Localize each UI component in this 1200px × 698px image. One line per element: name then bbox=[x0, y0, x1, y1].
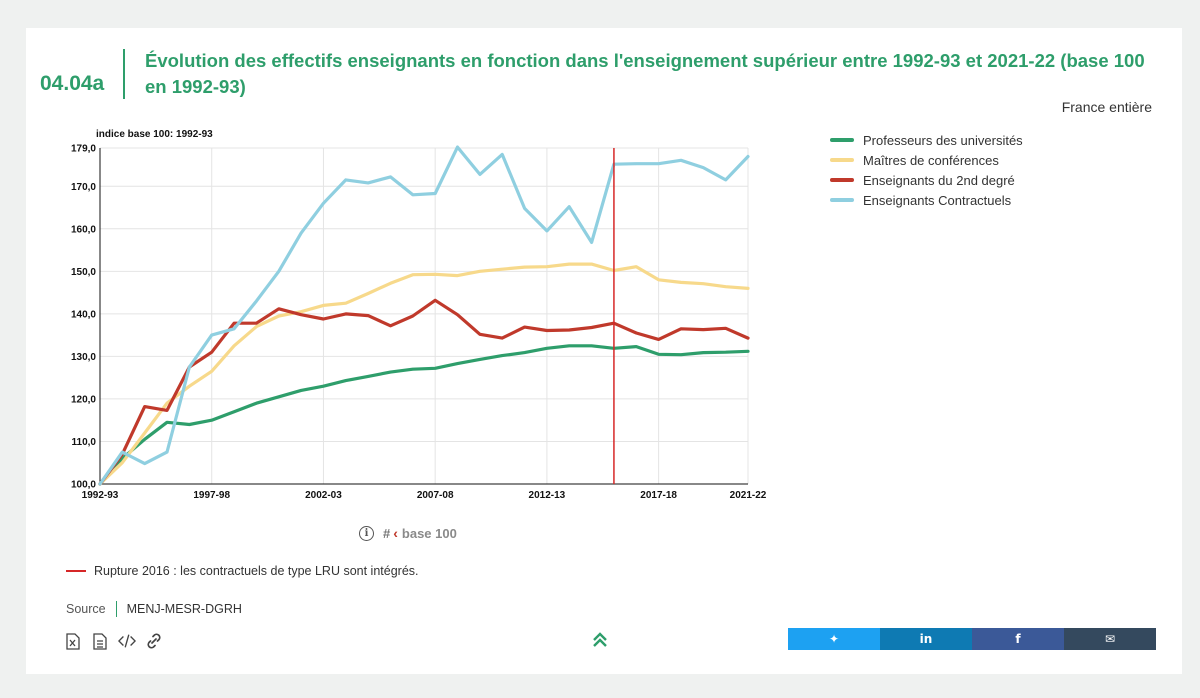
chart-controls: i # ‹ base 100 bbox=[359, 525, 457, 541]
legend-item[interactable]: Maîtres de conférences bbox=[830, 150, 1023, 170]
legend-swatch bbox=[830, 178, 854, 182]
hash-toggle[interactable]: # bbox=[383, 525, 391, 541]
break-line-swatch bbox=[66, 570, 86, 572]
source-row: Source MENJ-MESR-DGRH bbox=[66, 601, 242, 617]
legend-swatch bbox=[830, 158, 854, 162]
x-tick-label: 2012-13 bbox=[529, 490, 566, 501]
x-tick-label: 2017-18 bbox=[640, 490, 677, 501]
source-divider bbox=[115, 601, 117, 617]
x-tick-label: 1992-93 bbox=[82, 490, 119, 501]
y-tick-label: 140,0 bbox=[71, 309, 96, 320]
y-tick-label: 100,0 bbox=[71, 480, 96, 491]
source-label: Source bbox=[66, 602, 106, 616]
share-bar: ✦ in f ✉ bbox=[788, 628, 1156, 650]
x-tick-label: 1997-98 bbox=[193, 490, 230, 501]
linkedin-icon[interactable]: in bbox=[880, 628, 972, 650]
y-tick-label: 130,0 bbox=[71, 352, 96, 363]
facebook-icon[interactable]: f bbox=[972, 628, 1064, 650]
y-tick-label: 179,0 bbox=[71, 144, 96, 155]
legend-label: Enseignants Contractuels bbox=[863, 192, 1012, 208]
y-tick-label: 110,0 bbox=[72, 437, 97, 448]
y-tick-label: 120,0 bbox=[71, 394, 96, 405]
break-note: Rupture 2016 : les contractuels de type … bbox=[66, 564, 419, 578]
legend-label: Professeurs des universités bbox=[863, 132, 1023, 148]
legend-item[interactable]: Enseignants Contractuels bbox=[830, 190, 1023, 210]
base-100-toggle[interactable]: base 100 bbox=[401, 525, 457, 541]
info-icon[interactable]: i bbox=[359, 525, 374, 541]
scope-label: France entière bbox=[1061, 99, 1152, 115]
toolbar bbox=[64, 632, 163, 650]
series-line-3 bbox=[98, 298, 750, 486]
link-icon[interactable] bbox=[145, 632, 163, 650]
y-tick-label: 150,0 bbox=[71, 267, 96, 278]
y-tick-label: 160,0 bbox=[71, 224, 96, 235]
series-line-1 bbox=[98, 344, 750, 486]
series-line-2 bbox=[98, 262, 750, 486]
x-tick-label: 2002-03 bbox=[305, 490, 342, 501]
break-note-text: Rupture 2016 : les contractuels de type … bbox=[94, 564, 419, 578]
document-icon[interactable] bbox=[91, 632, 109, 650]
code-icon[interactable] bbox=[118, 632, 136, 650]
chevron-left-icon[interactable]: ‹ bbox=[393, 525, 398, 541]
line-chart: indice base 100: 1992-93 100,0 110,0 120,0 1… bbox=[71, 129, 767, 501]
source-value: MENJ-MESR-DGRH bbox=[126, 602, 242, 616]
title-divider bbox=[123, 49, 125, 99]
mail-icon[interactable]: ✉ bbox=[1064, 628, 1156, 650]
twitter-icon[interactable]: ✦ bbox=[788, 628, 880, 650]
legend-swatch bbox=[830, 138, 854, 142]
chart-card: 04.04a Évolution des effectifs enseignan… bbox=[26, 28, 1182, 674]
scroll-top-icon[interactable] bbox=[592, 632, 608, 653]
excel-icon[interactable] bbox=[64, 632, 82, 650]
x-tick-label: 2021-22 bbox=[730, 490, 767, 501]
chart-subtitle: indice base 100: 1992-93 bbox=[96, 129, 213, 140]
legend-swatch bbox=[830, 198, 854, 202]
legend: Professeurs des universités Maîtres de co… bbox=[830, 130, 1023, 210]
chart-title: Évolution des effectifs enseignants en f… bbox=[145, 50, 1145, 97]
legend-item[interactable]: Professeurs des universités bbox=[830, 130, 1023, 150]
y-tick-label: 170,0 bbox=[71, 182, 96, 193]
legend-label: Maîtres de conférences bbox=[863, 152, 999, 168]
legend-label: Enseignants du 2nd degré bbox=[863, 172, 1015, 188]
legend-item[interactable]: Enseignants du 2nd degré bbox=[830, 170, 1023, 190]
chart-code: 04.04a bbox=[40, 72, 105, 95]
x-tick-label: 2007-08 bbox=[417, 490, 454, 501]
series-line-4 bbox=[98, 145, 750, 486]
